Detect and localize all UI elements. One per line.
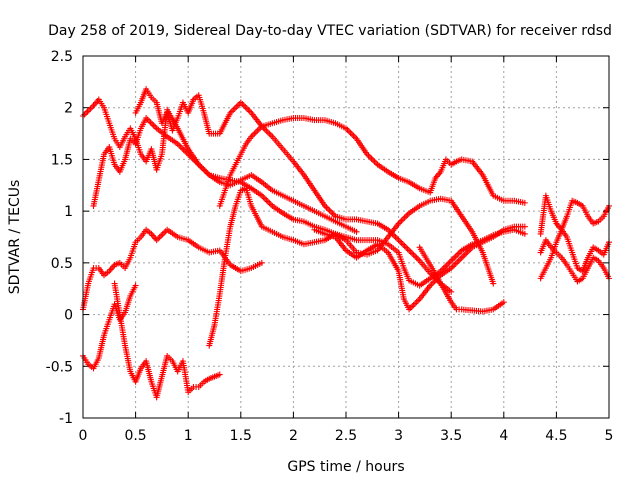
x-tick-label: 0 bbox=[79, 428, 88, 444]
x-tick-label: 1 bbox=[184, 428, 193, 444]
y-tick-label: 1 bbox=[64, 204, 73, 220]
x-axis-label: GPS time / hours bbox=[287, 459, 404, 475]
y-tick-label: 2 bbox=[64, 101, 73, 117]
y-tick-label: 2.5 bbox=[51, 49, 73, 65]
x-tick-label: 3 bbox=[394, 428, 403, 444]
y-axis-label: SDTVAR / TECUs bbox=[7, 180, 23, 295]
series-track-12 bbox=[537, 226, 612, 282]
y-tick-label: 1.5 bbox=[51, 152, 73, 168]
data-point bbox=[132, 282, 139, 289]
data-point bbox=[521, 223, 528, 230]
series-track-8 bbox=[206, 185, 497, 349]
x-tick-label: 4 bbox=[499, 428, 508, 444]
plot-frame bbox=[82, 55, 610, 419]
x-tick-label: 1.5 bbox=[230, 428, 252, 444]
axis-ticks: 0 0.5 1 1.5 2 2.5 3 3.5 4 4.5 5 -1 -0.5 0 0.5 1 1.5 2 2.5 bbox=[46, 49, 614, 444]
x-tick-label: 0.5 bbox=[124, 428, 146, 444]
series-track-7 bbox=[111, 280, 223, 401]
series-track-4 bbox=[90, 115, 360, 235]
series-track-3 bbox=[80, 226, 265, 313]
data-point bbox=[500, 299, 507, 306]
data-point bbox=[216, 371, 223, 378]
x-tick-label: 2 bbox=[289, 428, 298, 444]
x-tick-label: 5 bbox=[605, 428, 614, 444]
series-track-6 bbox=[80, 282, 139, 372]
y-tick-label: 0 bbox=[64, 308, 73, 324]
series-track-10 bbox=[416, 244, 507, 315]
data-points bbox=[80, 86, 612, 401]
data-point bbox=[521, 199, 528, 206]
data-point bbox=[490, 280, 497, 287]
x-tick-label: 4.5 bbox=[545, 428, 567, 444]
series-track-13 bbox=[537, 237, 612, 285]
x-tick-label: 2.5 bbox=[335, 428, 357, 444]
chart-title: Day 258 of 2019, Sidereal Day-to-day VTE… bbox=[48, 23, 612, 39]
y-tick-label: -0.5 bbox=[46, 359, 73, 375]
data-point bbox=[258, 259, 265, 266]
y-tick-label: -1 bbox=[59, 411, 73, 427]
data-point bbox=[448, 288, 455, 295]
series-track-9 bbox=[311, 223, 528, 313]
series-track-5 bbox=[216, 115, 528, 209]
x-tick-label: 3.5 bbox=[440, 428, 462, 444]
data-point bbox=[353, 228, 360, 235]
y-tick-label: 0.5 bbox=[51, 256, 73, 272]
data-point bbox=[521, 230, 528, 237]
